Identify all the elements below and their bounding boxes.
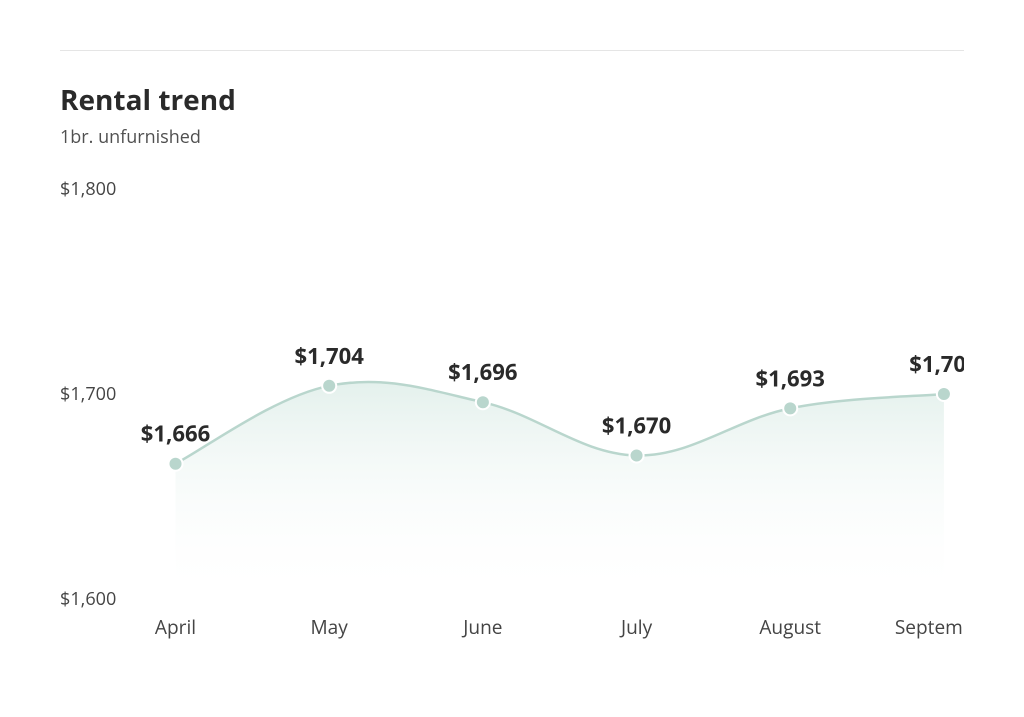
x-axis: April May June July August September — [155, 614, 964, 640]
data-marker — [322, 379, 336, 393]
x-tick-label: August — [759, 614, 821, 640]
x-tick-label: July — [619, 614, 653, 640]
x-tick-label: September — [895, 614, 964, 640]
data-marker — [937, 387, 951, 401]
y-tick-label: $1,800 — [60, 179, 116, 201]
y-tick-label: $1,700 — [60, 382, 116, 406]
value-label: $1,670 — [602, 411, 671, 441]
value-label: $1,693 — [756, 363, 825, 393]
x-tick-label: April — [155, 614, 196, 640]
x-tick-label: June — [461, 614, 502, 640]
value-label: $1,696 — [448, 357, 517, 387]
chart-area: $1,600 $1,700 $1,800 $1,666 $1,704 $1,696 $1,… — [60, 179, 964, 659]
rental-trend-chart: $1,600 $1,700 $1,800 $1,666 $1,704 $1,696 $1,… — [60, 179, 964, 659]
value-label: $1,700 — [909, 349, 964, 379]
top-divider — [60, 50, 964, 51]
chart-container: Rental trend 1br. unfurnished $1,600 $1,7… — [0, 0, 1024, 717]
data-marker — [476, 395, 490, 409]
value-label: $1,666 — [141, 419, 210, 449]
chart-subtitle: 1br. unfurnished — [60, 125, 964, 149]
area-fill — [176, 382, 944, 599]
x-tick-label: May — [311, 614, 349, 640]
y-axis: $1,600 $1,700 $1,800 — [60, 179, 116, 611]
value-label: $1,704 — [294, 341, 364, 371]
data-marker — [783, 401, 797, 415]
data-marker — [630, 449, 644, 463]
y-tick-label: $1,600 — [60, 587, 116, 611]
data-marker — [168, 457, 182, 471]
chart-title: Rental trend — [60, 81, 964, 119]
